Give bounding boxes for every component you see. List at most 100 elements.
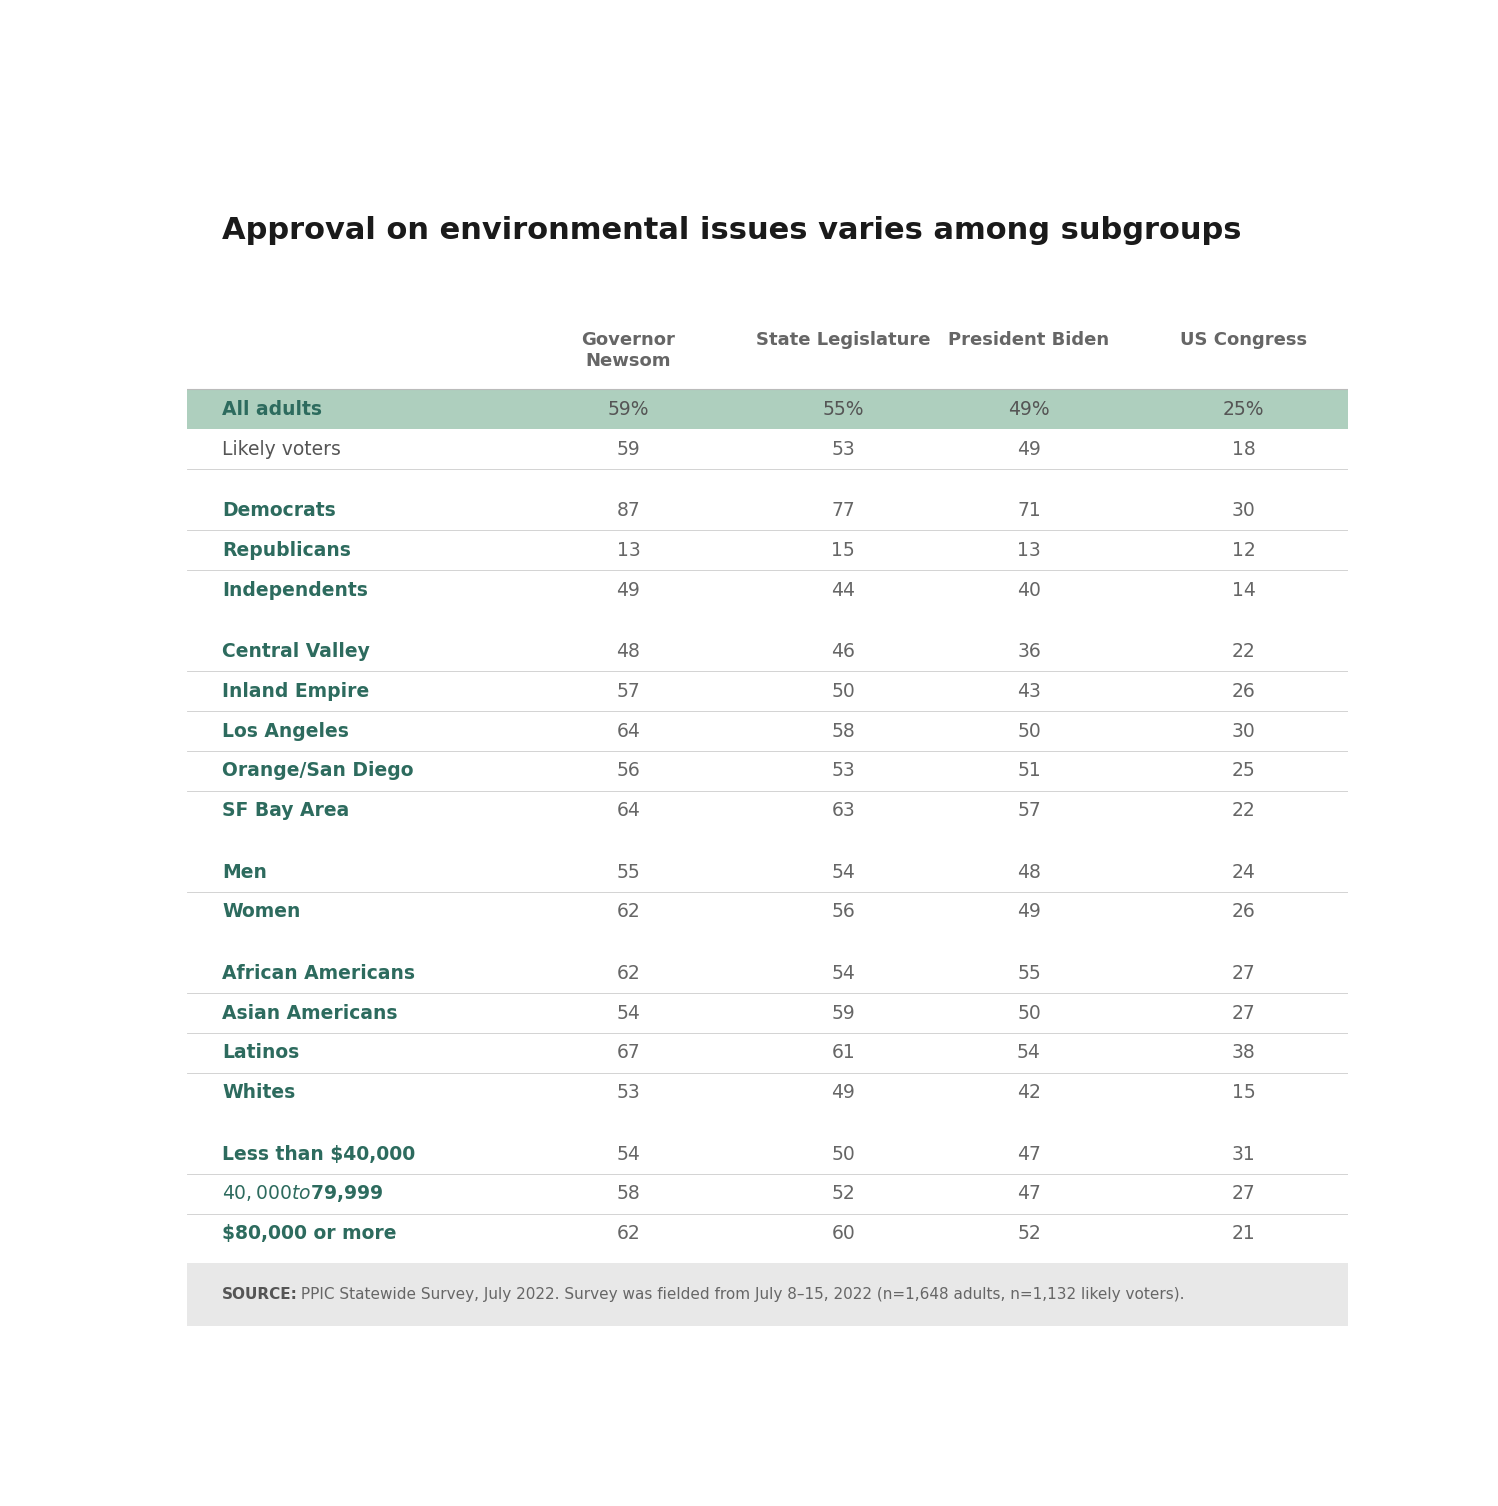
Text: 64: 64 bbox=[617, 721, 640, 741]
Text: Governor
Newsom: Governor Newsom bbox=[581, 331, 676, 370]
Text: 54: 54 bbox=[831, 964, 855, 983]
Text: 22: 22 bbox=[1231, 801, 1255, 819]
Text: 54: 54 bbox=[831, 863, 855, 881]
Text: 58: 58 bbox=[831, 721, 855, 741]
Text: 49: 49 bbox=[831, 1083, 855, 1102]
Text: 54: 54 bbox=[1017, 1044, 1041, 1062]
Text: Republicans: Republicans bbox=[222, 541, 351, 560]
Text: 49: 49 bbox=[1017, 902, 1041, 922]
Text: 53: 53 bbox=[831, 440, 855, 458]
Text: 12: 12 bbox=[1231, 541, 1255, 560]
Text: 15: 15 bbox=[831, 541, 855, 560]
Text: 27: 27 bbox=[1231, 964, 1255, 983]
Text: 49%: 49% bbox=[1008, 399, 1050, 419]
Text: 50: 50 bbox=[1017, 721, 1041, 741]
Text: 49: 49 bbox=[617, 580, 640, 599]
Text: 25%: 25% bbox=[1222, 399, 1264, 419]
Text: 13: 13 bbox=[1017, 541, 1041, 560]
Text: 47: 47 bbox=[1017, 1184, 1041, 1203]
Text: 58: 58 bbox=[617, 1184, 640, 1203]
Text: State Legislature: State Legislature bbox=[756, 331, 930, 349]
Text: 27: 27 bbox=[1231, 1184, 1255, 1203]
Text: 47: 47 bbox=[1017, 1145, 1041, 1164]
Text: 54: 54 bbox=[617, 1145, 640, 1164]
Text: 59: 59 bbox=[617, 440, 640, 458]
Text: 50: 50 bbox=[831, 1145, 855, 1164]
Text: 40: 40 bbox=[1017, 580, 1041, 599]
Text: 62: 62 bbox=[617, 902, 640, 922]
Text: 14: 14 bbox=[1231, 580, 1255, 599]
Text: 53: 53 bbox=[831, 761, 855, 780]
Text: 48: 48 bbox=[617, 642, 640, 661]
Text: Women: Women bbox=[222, 902, 301, 922]
Text: 87: 87 bbox=[617, 501, 640, 520]
Text: 59%: 59% bbox=[608, 399, 649, 419]
Text: Los Angeles: Los Angeles bbox=[222, 721, 349, 741]
Text: Democrats: Democrats bbox=[222, 501, 336, 520]
Text: Approval on environmental issues varies among subgroups: Approval on environmental issues varies … bbox=[222, 215, 1242, 244]
Text: Likely voters: Likely voters bbox=[222, 440, 342, 458]
Text: 48: 48 bbox=[1017, 863, 1041, 881]
Text: Orange/San Diego: Orange/San Diego bbox=[222, 761, 413, 780]
Text: Asian Americans: Asian Americans bbox=[222, 1003, 397, 1023]
Text: 25: 25 bbox=[1231, 761, 1255, 780]
Text: Latinos: Latinos bbox=[222, 1044, 300, 1062]
Bar bbox=[187, 1262, 1348, 1327]
Text: 62: 62 bbox=[617, 964, 640, 983]
Text: Central Valley: Central Valley bbox=[222, 642, 370, 661]
Text: 22: 22 bbox=[1231, 642, 1255, 661]
Text: 77: 77 bbox=[831, 501, 855, 520]
Text: 18: 18 bbox=[1231, 440, 1255, 458]
Text: 71: 71 bbox=[1017, 501, 1041, 520]
Text: 38: 38 bbox=[1231, 1044, 1255, 1062]
Text: 24: 24 bbox=[1231, 863, 1255, 881]
Text: $40,000 to $79,999: $40,000 to $79,999 bbox=[222, 1184, 383, 1205]
Text: SOURCE:: SOURCE: bbox=[222, 1288, 298, 1303]
Text: 59: 59 bbox=[831, 1003, 855, 1023]
Text: African Americans: African Americans bbox=[222, 964, 415, 983]
Text: 61: 61 bbox=[831, 1044, 855, 1062]
Text: 36: 36 bbox=[1017, 642, 1041, 661]
Text: 57: 57 bbox=[1017, 801, 1041, 819]
Text: $80,000 or more: $80,000 or more bbox=[222, 1224, 397, 1242]
Text: Whites: Whites bbox=[222, 1083, 295, 1102]
Text: Less than $40,000: Less than $40,000 bbox=[222, 1145, 415, 1164]
Text: 46: 46 bbox=[831, 642, 855, 661]
Text: 52: 52 bbox=[1017, 1224, 1041, 1242]
Text: President Biden: President Biden bbox=[948, 331, 1110, 349]
Text: 53: 53 bbox=[617, 1083, 640, 1102]
Text: 55%: 55% bbox=[822, 399, 864, 419]
Text: 44: 44 bbox=[831, 580, 855, 599]
Text: 26: 26 bbox=[1231, 682, 1255, 700]
Text: 15: 15 bbox=[1231, 1083, 1255, 1102]
Text: PPIC Statewide Survey, July 2022. Survey was fielded from July 8–15, 2022 (n=1,6: PPIC Statewide Survey, July 2022. Survey… bbox=[297, 1288, 1185, 1303]
Text: 54: 54 bbox=[617, 1003, 640, 1023]
Text: SF Bay Area: SF Bay Area bbox=[222, 801, 349, 819]
Text: 60: 60 bbox=[831, 1224, 855, 1242]
Text: 43: 43 bbox=[1017, 682, 1041, 700]
Text: 50: 50 bbox=[1017, 1003, 1041, 1023]
Text: 67: 67 bbox=[617, 1044, 640, 1062]
Text: 64: 64 bbox=[617, 801, 640, 819]
Text: 56: 56 bbox=[831, 902, 855, 922]
Text: 50: 50 bbox=[831, 682, 855, 700]
Text: 57: 57 bbox=[617, 682, 640, 700]
Text: 49: 49 bbox=[1017, 440, 1041, 458]
Text: 42: 42 bbox=[1017, 1083, 1041, 1102]
Text: Men: Men bbox=[222, 863, 267, 881]
Text: 30: 30 bbox=[1231, 501, 1255, 520]
Text: 55: 55 bbox=[617, 863, 640, 881]
Text: Independents: Independents bbox=[222, 580, 369, 599]
Text: 52: 52 bbox=[831, 1184, 855, 1203]
Text: 31: 31 bbox=[1231, 1145, 1255, 1164]
Text: US Congress: US Congress bbox=[1180, 331, 1308, 349]
Text: 13: 13 bbox=[617, 541, 640, 560]
Text: Inland Empire: Inland Empire bbox=[222, 682, 370, 700]
Bar bbox=[187, 390, 1348, 429]
Text: 55: 55 bbox=[1017, 964, 1041, 983]
Text: All adults: All adults bbox=[222, 399, 322, 419]
Text: 21: 21 bbox=[1231, 1224, 1255, 1242]
Text: 30: 30 bbox=[1231, 721, 1255, 741]
Text: 62: 62 bbox=[617, 1224, 640, 1242]
Text: 26: 26 bbox=[1231, 902, 1255, 922]
